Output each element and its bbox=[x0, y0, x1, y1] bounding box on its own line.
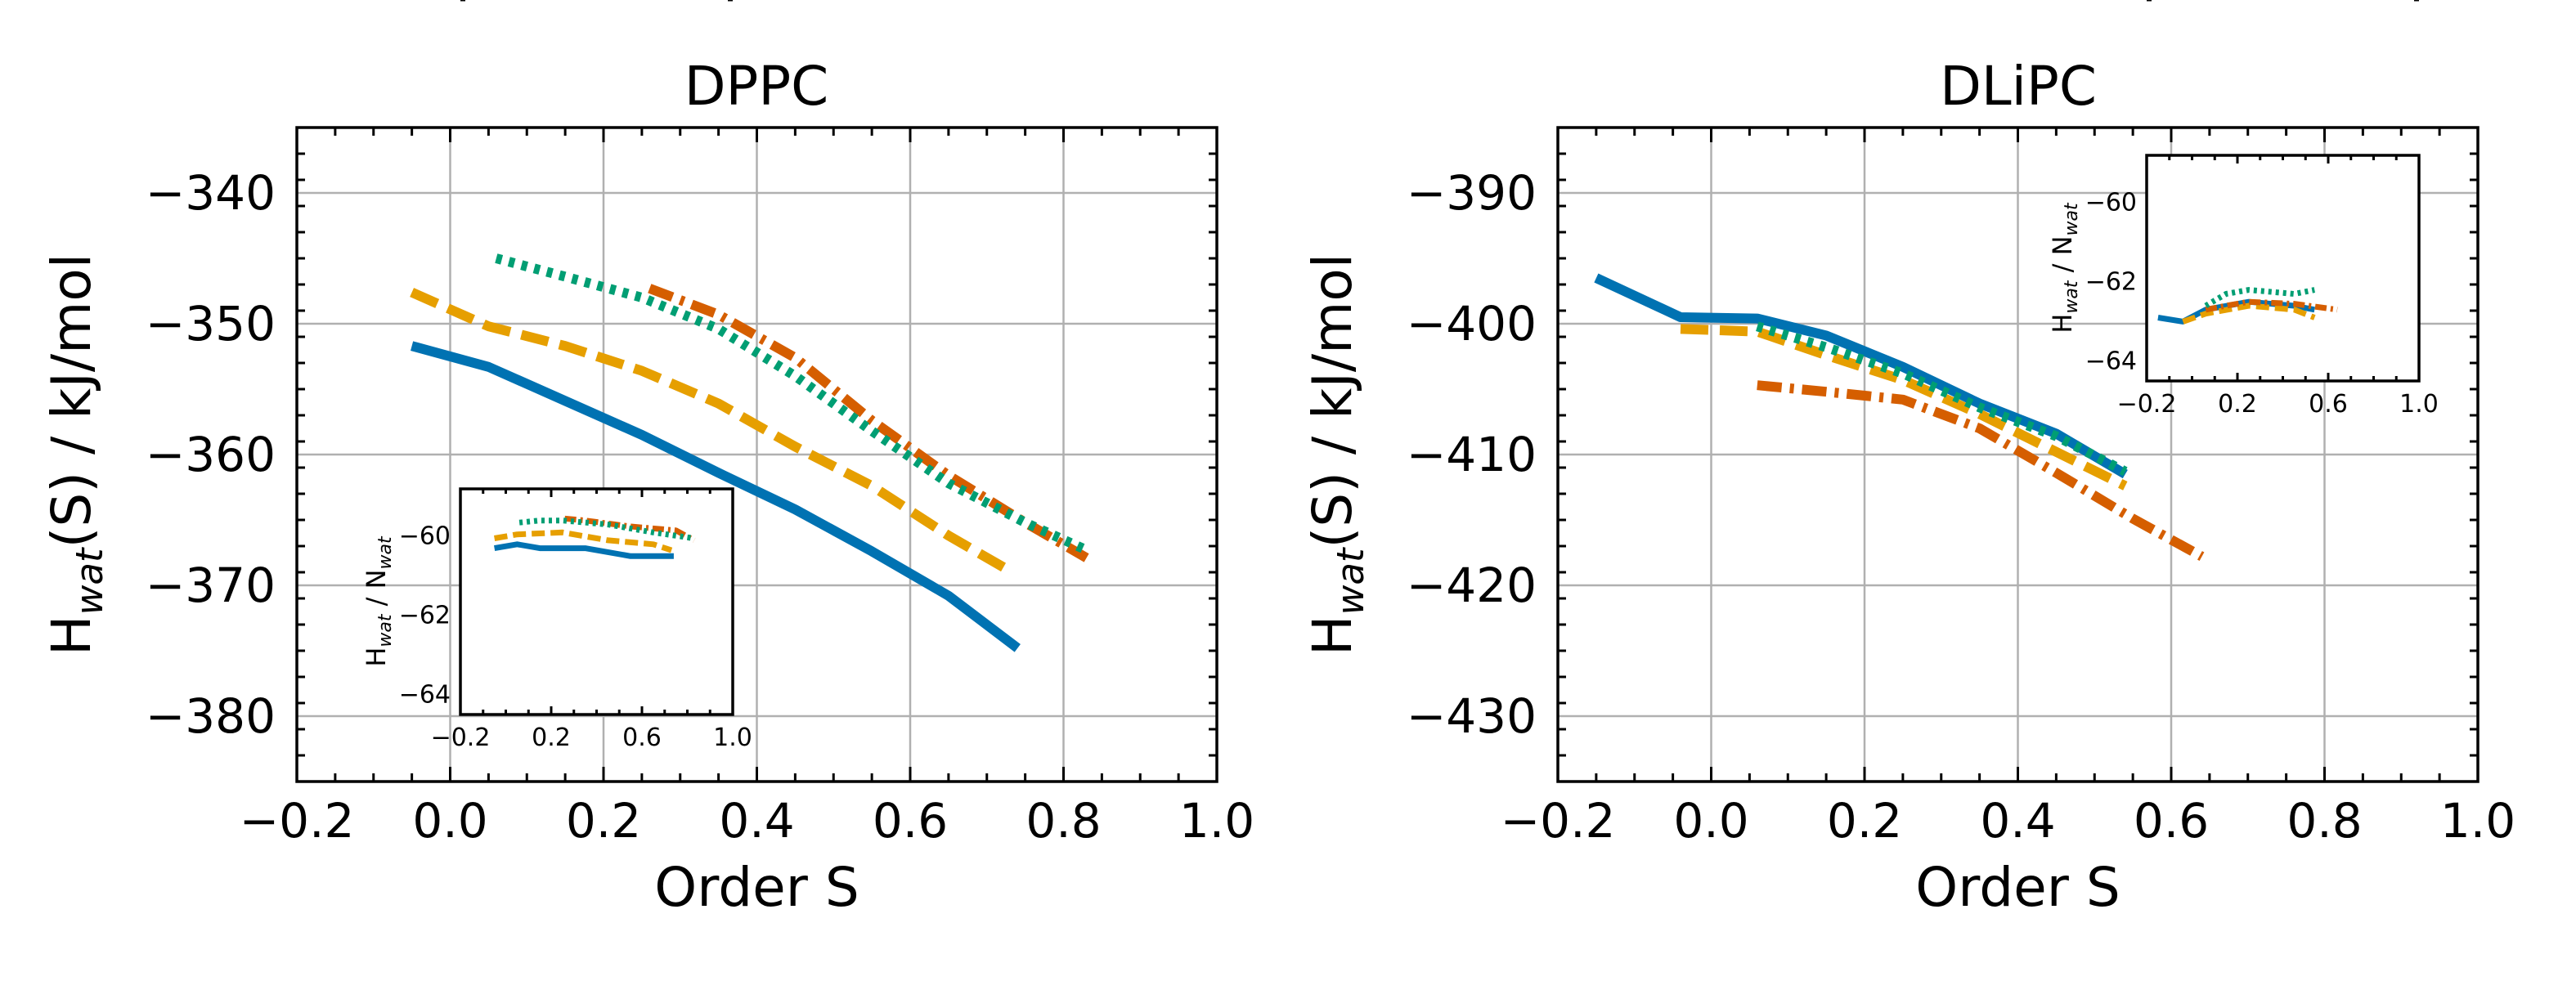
main-ytick-label: −390 bbox=[1407, 165, 1537, 221]
inset-xtick-label: 1.0 bbox=[713, 723, 752, 752]
main-xtick-label: 0.4 bbox=[1980, 793, 2055, 849]
main-ytick-label: −380 bbox=[146, 688, 276, 744]
y-axis-label-part-2: (S) / kJ/mol bbox=[40, 253, 103, 549]
main-series-s3 bbox=[648, 284, 1089, 562]
main-ytick-label: −340 bbox=[146, 165, 276, 221]
main-series-s2 bbox=[410, 288, 1012, 576]
main-series-s1 bbox=[411, 341, 1021, 652]
inset-series-i4 bbox=[518, 517, 695, 541]
inset-y-axis-label-part-2: / N bbox=[2047, 235, 2078, 280]
inset-plot-area bbox=[460, 489, 733, 714]
main-ytick-label: −410 bbox=[1407, 427, 1537, 482]
main-xtick-label: 0.2 bbox=[1827, 793, 1902, 849]
main-ytick-label: −430 bbox=[1407, 688, 1537, 744]
inset-series-i2 bbox=[494, 529, 673, 553]
inset-ytick-label: −60 bbox=[399, 522, 451, 551]
main-series-s2 bbox=[1680, 324, 2128, 490]
inset-series-i4 bbox=[2204, 287, 2315, 309]
main-frame bbox=[1556, 126, 2480, 783]
main-ytick-label: −420 bbox=[1407, 558, 1537, 613]
inset-y-axis-label-part-1: wat bbox=[375, 613, 396, 647]
inset-series-i1 bbox=[494, 541, 674, 559]
main-ytick-label: −360 bbox=[146, 427, 276, 482]
main-ytick-label: −400 bbox=[1407, 296, 1537, 352]
chart-title: DPPC bbox=[684, 55, 829, 118]
inset-frame bbox=[2145, 154, 2421, 383]
main-xtick-label: 0.8 bbox=[2287, 793, 2362, 849]
y-axis-label: Hwat(S) / kJ/mol bbox=[40, 253, 111, 656]
x-axis-label: Order S bbox=[1915, 856, 2120, 919]
inset-ytick-label: −60 bbox=[2085, 189, 2137, 217]
inset-xtick-label: −0.2 bbox=[2117, 390, 2177, 419]
x-axis-label: Order S bbox=[654, 856, 859, 919]
y-axis-label-part-1: wat bbox=[68, 546, 111, 615]
inset-y-axis-label: Hwat / Nwat bbox=[2047, 202, 2082, 334]
inset-xtick-label: 0.2 bbox=[532, 723, 571, 752]
inset-series-i2 bbox=[2182, 302, 2316, 325]
inset-ytick-label: −64 bbox=[399, 680, 451, 709]
inset-plot-area bbox=[2147, 155, 2419, 381]
main-xtick-label: 0.6 bbox=[873, 793, 948, 849]
inset-xtick-label: 1.0 bbox=[2399, 390, 2439, 419]
inset-y-axis-label-part-1: wat bbox=[2062, 280, 2082, 313]
main-xtick-label: 0.2 bbox=[566, 793, 641, 849]
inset-y-axis-label-part-0: H bbox=[361, 647, 392, 667]
inset-xtick-label: 0.2 bbox=[2218, 390, 2257, 419]
main-xtick-label: 0.0 bbox=[1673, 793, 1748, 849]
main-xtick-label: 0.0 bbox=[412, 793, 487, 849]
y-axis-label-part-0: H bbox=[40, 615, 103, 656]
inset-y-axis-label-part-3: wat bbox=[375, 535, 396, 569]
inset-y-axis-label-part-3: wat bbox=[2062, 202, 2082, 235]
main-series-s4 bbox=[495, 253, 1089, 555]
inset-xtick-label: 0.6 bbox=[2309, 390, 2348, 419]
main-series-s4 bbox=[1756, 321, 2128, 477]
main-ytick-label: −350 bbox=[146, 296, 276, 352]
inset-frame bbox=[459, 487, 734, 716]
inset-y-axis-label: Hwat / Nwat bbox=[361, 535, 396, 667]
y-axis-label-part-1: wat bbox=[1329, 546, 1372, 615]
y-axis-label-part-0: H bbox=[1301, 615, 1364, 656]
inset-xtick-label: 0.6 bbox=[622, 723, 662, 752]
inset-xtick-label: −0.2 bbox=[431, 723, 491, 752]
main-xtick-label: 0.6 bbox=[2134, 793, 2209, 849]
main-xtick-label: 1.0 bbox=[1179, 793, 1254, 849]
y-axis-label: Hwat(S) / kJ/mol bbox=[1301, 253, 1372, 656]
main-frame bbox=[295, 126, 1218, 783]
chart-panel-dppc: DPPC −0.2 0.0 0.2 0.4 0.6 0.8 1.0 −340 −350 −360 −3… bbox=[40, 0, 1254, 919]
main-xtick-label: −0.2 bbox=[240, 793, 355, 849]
main-series-s3 bbox=[1757, 380, 2205, 562]
main-xtick-label: 0.4 bbox=[719, 793, 794, 849]
y-axis-label-part-2: (S) / kJ/mol bbox=[1301, 253, 1364, 549]
inset-ytick-label: −62 bbox=[399, 601, 451, 629]
chart-title: DLiPC bbox=[1940, 55, 2097, 118]
main-xtick-label: −0.2 bbox=[1501, 793, 1616, 849]
inset-y-axis-label-part-0: H bbox=[2047, 314, 2078, 334]
main-xtick-label: 0.8 bbox=[1025, 793, 1101, 849]
main-xtick-label: 1.0 bbox=[2440, 793, 2515, 849]
main-ytick-label: −370 bbox=[146, 558, 276, 613]
inset-y-axis-label-part-2: / N bbox=[361, 569, 392, 614]
chart-panel-dlipc: DLiPC −0.2 0.0 0.2 0.4 0.6 0.8 1.0 −390 −400 −410 −… bbox=[1301, 0, 2515, 919]
inset-ytick-label: −62 bbox=[2085, 267, 2137, 296]
inset-ytick-label: −64 bbox=[2085, 347, 2137, 375]
